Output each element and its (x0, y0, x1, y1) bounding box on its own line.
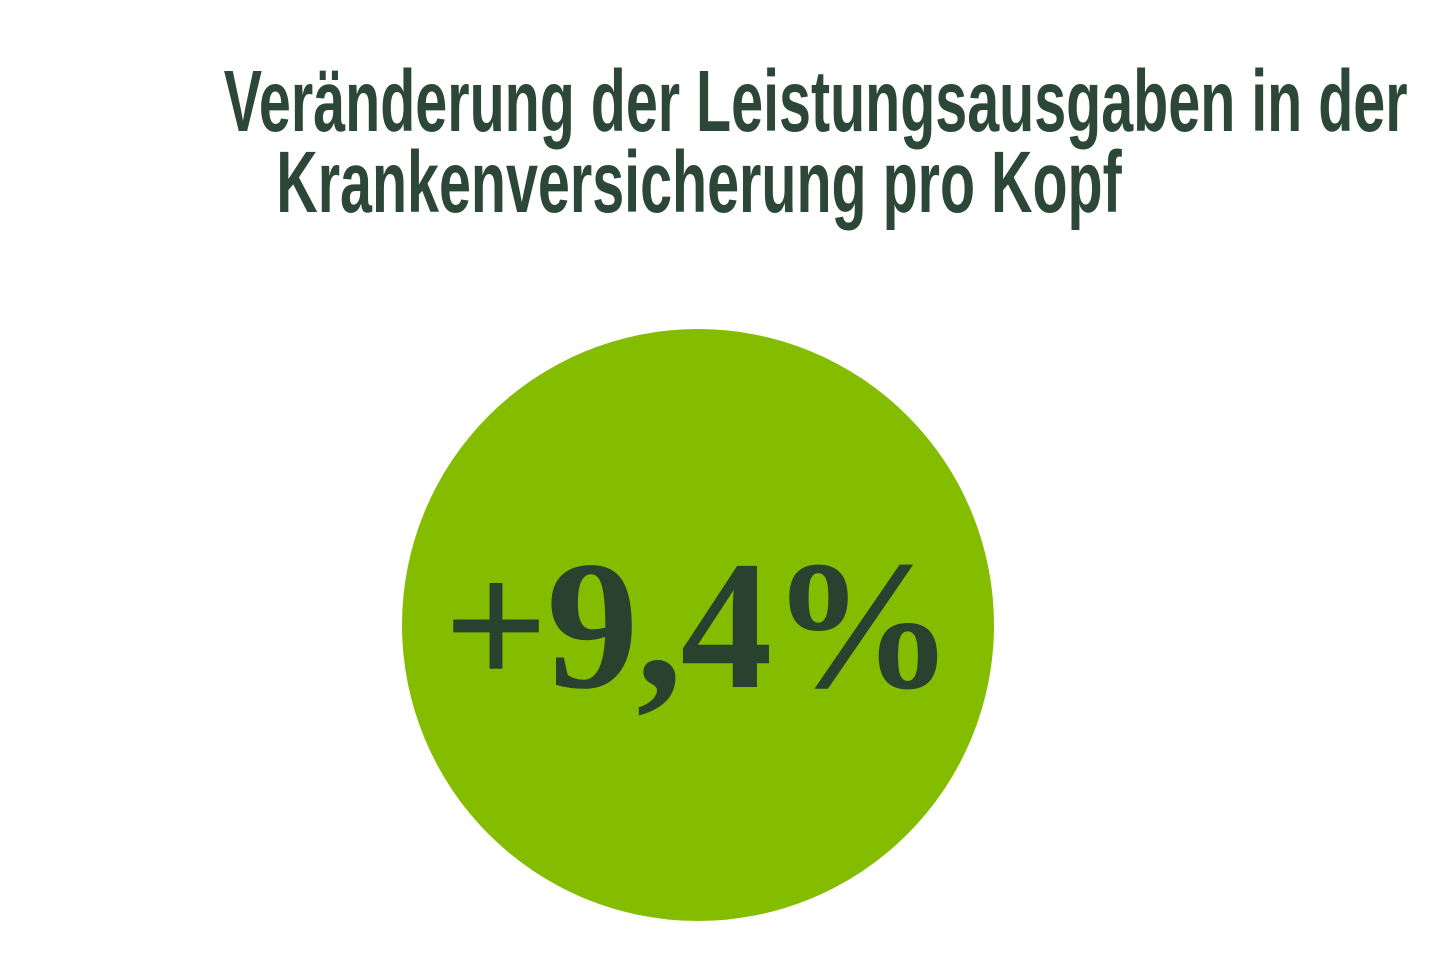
kpi-circle: +9,4% (402, 329, 994, 921)
kpi-value-label: +9,4% (443, 523, 955, 727)
page-title: Veränderung der Leistungsausgaben in der… (0, 53, 1419, 231)
page-title-line-2: Krankenversicherung pro Kopf (276, 134, 1122, 231)
page-title-line-1: Veränderung der Leistungsausgaben in der (223, 53, 1408, 150)
